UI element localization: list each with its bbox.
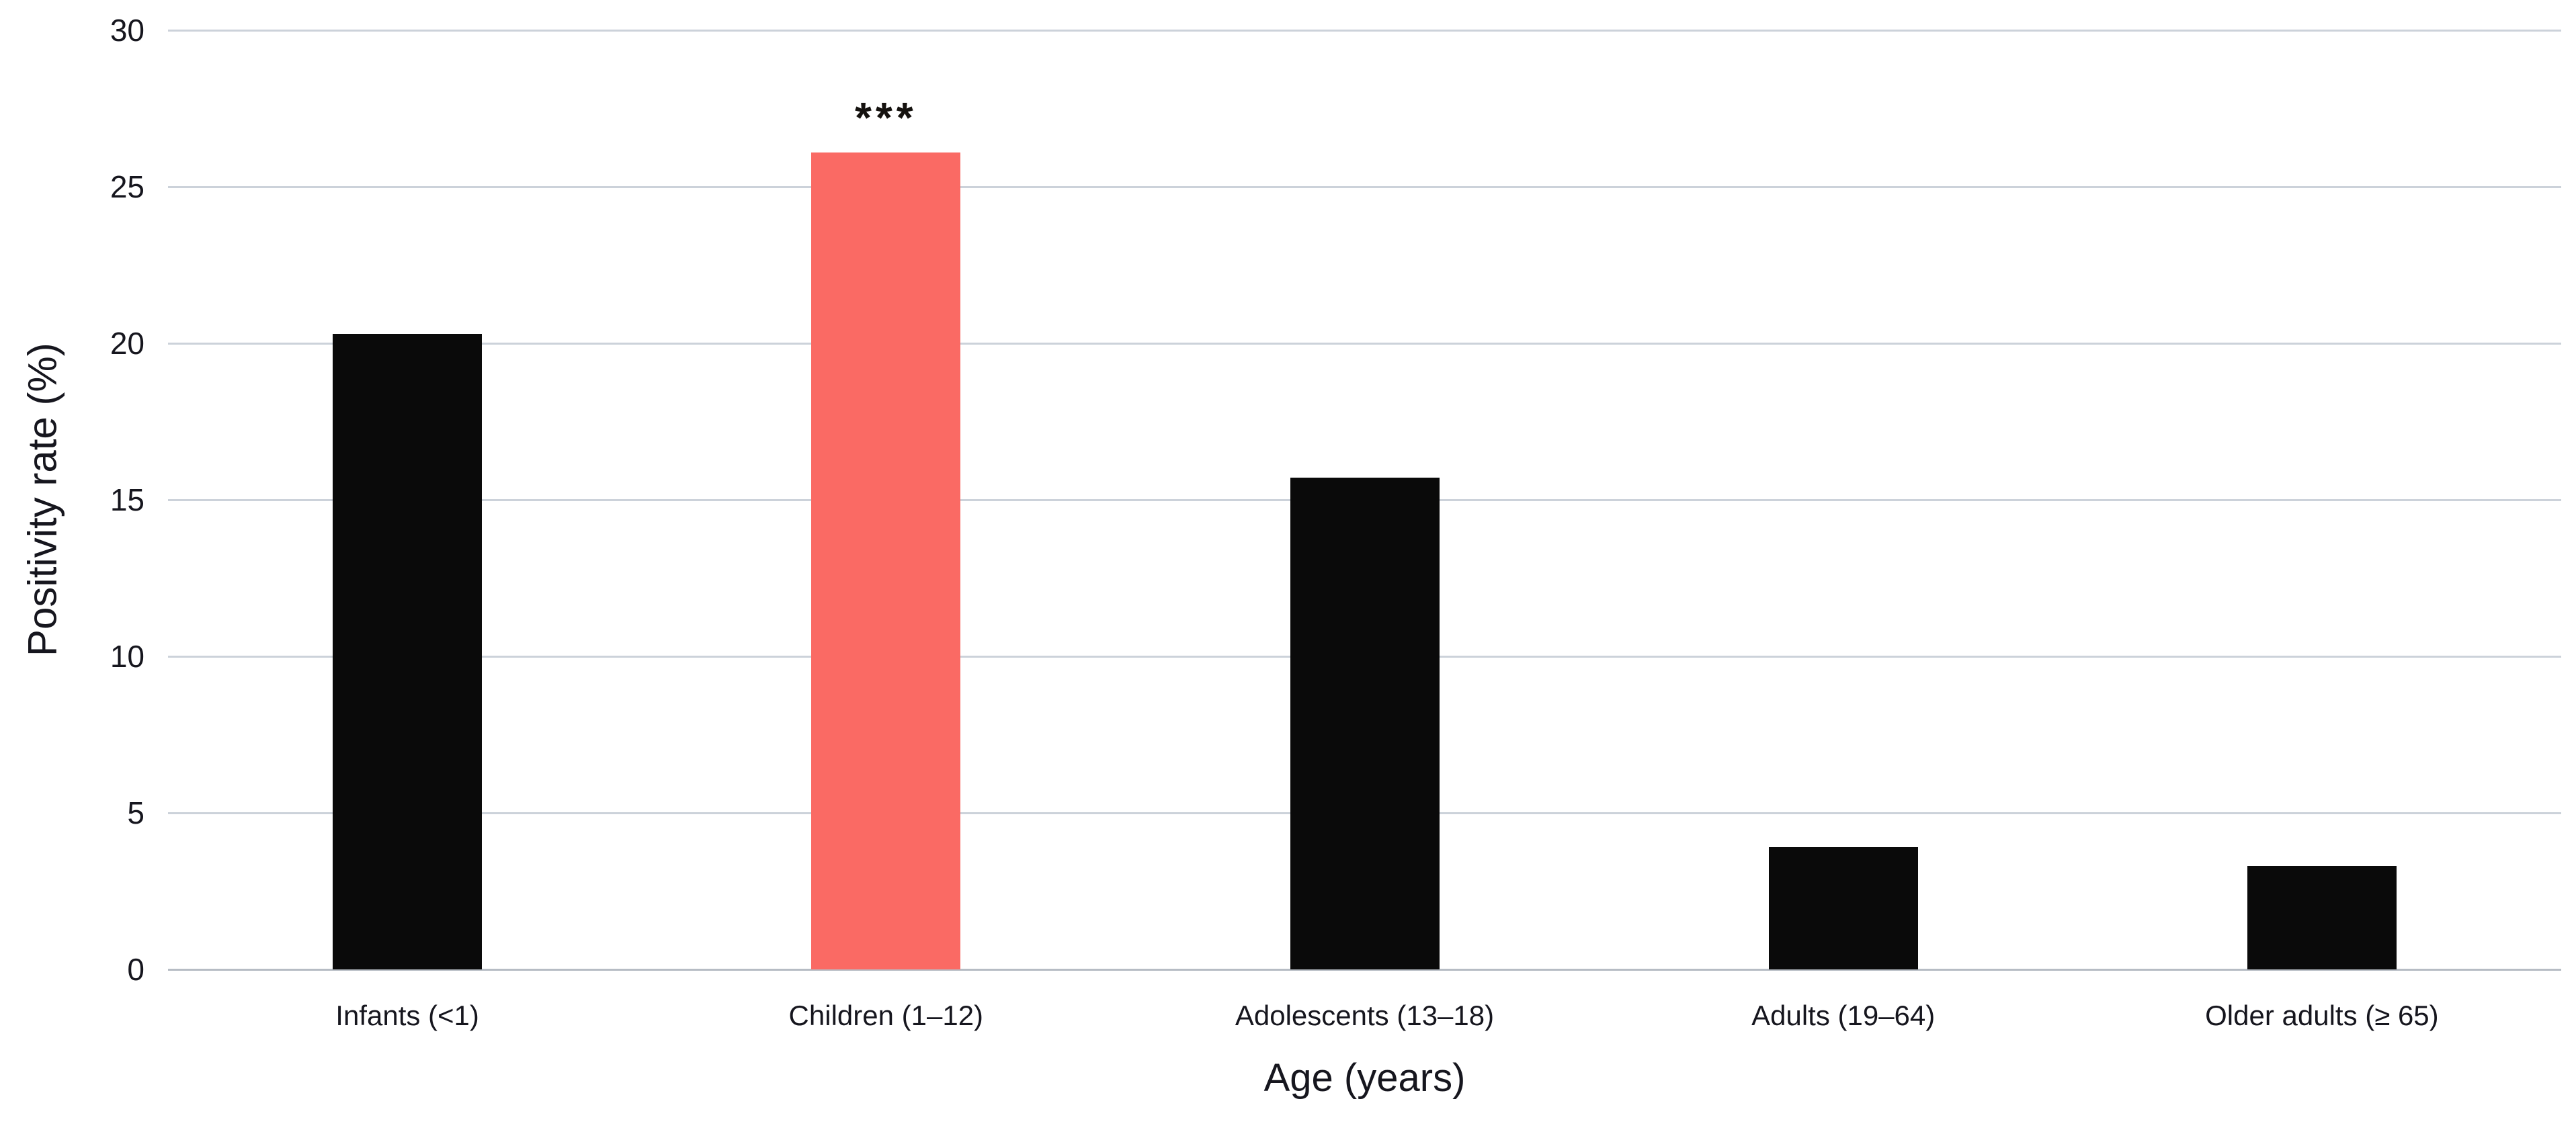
bar-adolescents: [1290, 478, 1440, 969]
y-tick-label: 10: [110, 639, 144, 674]
y-tick-label: 0: [127, 952, 144, 987]
x-category-label-adolescents: Adolescents (13–18): [1235, 1000, 1495, 1031]
y-tick-label: 5: [127, 795, 144, 830]
bar-adults: [1768, 847, 1918, 969]
gridline: [168, 29, 2561, 32]
plot-area: [168, 29, 2561, 971]
x-axis-title: Age (years): [1263, 1056, 1466, 1100]
x-category-label-adults: Adults (19–64): [1751, 1000, 1936, 1031]
bar-children: [811, 152, 961, 969]
y-tick-label: 25: [110, 169, 144, 204]
gridline: [168, 185, 2561, 188]
significance-annotation: ***: [854, 93, 917, 142]
y-tick-label: 20: [110, 326, 144, 361]
x-category-label-infants: Infants (<1): [335, 1000, 479, 1031]
x-category-label-older-adults: Older adults (≥ 65): [2205, 1000, 2439, 1031]
y-tick-label: 30: [110, 13, 144, 48]
x-category-label-children: Children (1–12): [788, 1000, 984, 1031]
gridline: [168, 342, 2561, 345]
bar-infants: [333, 334, 483, 969]
x-axis-baseline: [168, 968, 2561, 971]
bar-older-adults: [2247, 866, 2397, 969]
y-tick-label: 15: [110, 482, 144, 517]
